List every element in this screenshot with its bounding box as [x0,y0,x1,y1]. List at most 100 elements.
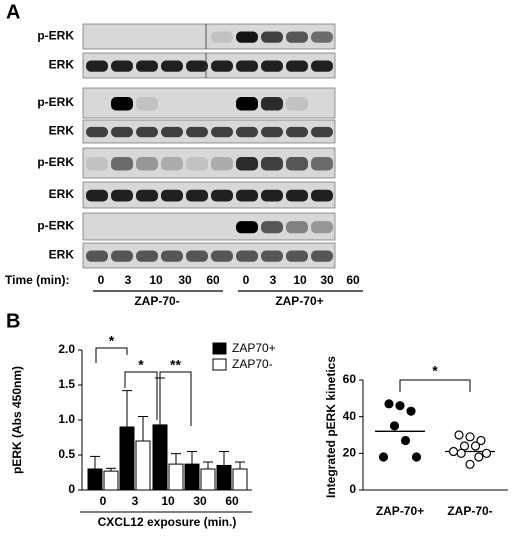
y-tick-label: 60 [343,372,357,386]
time-label: Time (min): [5,273,69,287]
blot-band [261,60,283,72]
blot-band [286,250,308,262]
blot-band [286,60,308,72]
blot-band [211,60,233,72]
blot-band [236,97,258,111]
bar [87,468,103,491]
blot-band [136,189,158,202]
blot-band [311,189,333,202]
dot [395,401,405,411]
x-tick-label: ZAP-70+ [376,504,424,518]
bar [184,463,200,491]
dot [456,448,466,458]
blot-band [211,31,233,43]
y-tick-label: 20 [343,446,357,460]
significance-bracket [124,371,158,420]
blot-band [111,97,133,111]
dot [470,441,481,451]
blot-band [111,157,133,171]
blot-band [286,221,308,234]
bar [135,440,151,491]
blot-band [311,31,333,43]
y-tick-label: 0.5 [58,447,75,461]
y-tick-label: 1.5 [58,377,75,391]
blot-band [261,31,283,43]
blot-band [311,250,333,262]
y-tick-label: 0 [349,482,356,496]
x-axis-label: CXCL12 exposure (min.) [98,515,237,529]
blot-band [286,189,308,202]
legend-label: ZAP70+ [232,341,276,355]
blot-band [161,189,183,202]
significance-bracket [159,371,192,426]
dot [389,421,400,431]
blot-band [286,157,308,171]
bar [232,468,248,491]
row-label: ERK [49,187,75,201]
legend-swatch [212,358,227,371]
dot [454,430,464,440]
row-label: ERK [49,248,75,262]
blot-band [161,250,183,262]
blot-band [161,157,183,171]
row-label: p-ERK [37,29,74,43]
blot-band [86,157,108,171]
blot-band [286,31,308,43]
row-label: p-ERK [37,95,74,109]
dot [459,441,470,451]
blot-band [261,189,283,202]
blot-band [86,189,108,202]
row-label: p-ERK [37,155,74,169]
blot-band [236,221,258,234]
bar [103,470,119,491]
y-tick-label: 0 [68,482,75,496]
legend-swatch [212,342,227,355]
x-tick-label: ZAP-70- [447,504,492,518]
dot [465,459,475,469]
blot-band [136,60,158,72]
time-point: 0 [243,273,250,287]
blot-band [261,250,283,262]
blot-band [136,250,158,262]
blot-band [286,97,308,111]
blot-band [236,60,258,72]
time-point: 10 [293,273,307,287]
blot-band [236,31,258,43]
dot [384,399,394,409]
dot [448,446,459,457]
blot-band [261,126,283,138]
blot-band [86,60,108,72]
blot-band [161,126,183,138]
blot-band [161,60,183,72]
x-tick-label: 3 [132,494,139,508]
blot-band [186,157,208,171]
bar [119,426,135,491]
significance-mark: ** [170,357,181,373]
x-tick-label: 60 [225,494,239,508]
blot-band [261,221,283,234]
blot-band [136,126,158,138]
dot [474,452,484,462]
blot-band [236,189,258,202]
bar [168,463,184,491]
blot-band [211,250,233,262]
row-label: ERK [49,58,75,72]
row-label: ERK [49,124,75,138]
significance-mark: * [109,333,115,349]
blot-band [186,126,208,138]
bar [152,424,168,491]
y-tick-label: 1.0 [58,412,75,426]
blot-band [186,250,208,262]
blot-band [236,126,258,138]
x-tick-label: 0 [100,494,107,508]
blot-strip [82,212,336,241]
time-point: 10 [149,273,163,287]
blot-band [311,60,333,72]
dot [406,406,416,416]
blot-band [211,189,233,202]
blot-band [111,189,133,202]
blot-band [111,60,133,72]
dot [476,435,486,446]
blot-band [211,126,233,138]
